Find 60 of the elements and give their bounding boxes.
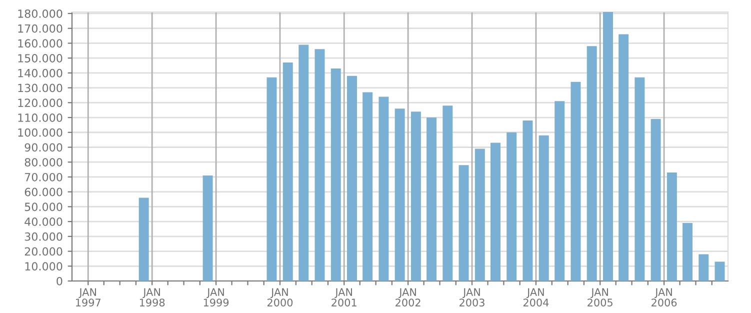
bar	[410, 112, 421, 281]
bar	[650, 119, 661, 281]
y-tick-label: 0	[56, 276, 62, 286]
x-tick-label: JAN 2005	[588, 288, 612, 306]
bar	[458, 165, 469, 281]
y-tick-label: 70.000	[25, 172, 62, 182]
bar	[682, 223, 693, 281]
y-tick-label: 90.000	[24, 143, 62, 152]
bar	[570, 82, 581, 281]
bar	[330, 68, 341, 281]
y-tick-label: 30.000	[24, 232, 62, 241]
bar	[298, 44, 309, 281]
x-tick-label: JAN 2006	[652, 288, 677, 306]
bar	[554, 101, 565, 281]
bar	[586, 46, 597, 281]
y-tick-label: 170.000	[18, 24, 62, 33]
x-tick-label: JAN 1997	[76, 288, 100, 306]
y-tick-label: 100.000	[18, 128, 62, 137]
y-tick-label: 140.000	[18, 68, 62, 78]
bar	[666, 172, 677, 281]
y-tick-label: 180.000	[18, 9, 62, 18]
x-tick-label: JAN 2001	[332, 288, 356, 306]
x-tick-label: JAN 1999	[204, 288, 229, 306]
bar	[634, 77, 645, 281]
bar	[490, 142, 500, 281]
bar	[474, 148, 485, 281]
bar	[266, 77, 277, 281]
y-tick-label: 160.000	[18, 39, 62, 48]
x-tick-label: JAN 2000	[267, 288, 293, 306]
y-tick-label: 150.000	[18, 54, 62, 62]
bar	[442, 106, 453, 281]
x-tick-label: JAN 2004	[523, 288, 549, 306]
bar	[202, 175, 213, 281]
bar	[506, 132, 517, 281]
y-tick-label: 20.000	[24, 247, 62, 256]
y-tick-label: 60.000	[24, 188, 62, 196]
bar	[698, 254, 709, 281]
bar	[138, 198, 149, 281]
y-tick-label: 110.000	[18, 113, 62, 122]
x-tick-label: JAN 1998	[140, 288, 165, 306]
y-tick-label: 10.000	[25, 262, 62, 271]
bar	[714, 262, 725, 281]
bar	[362, 92, 373, 281]
y-tick-label: 40.000	[24, 218, 62, 226]
bar	[314, 49, 325, 281]
x-tick-label: JAN 2002	[396, 288, 420, 306]
bar	[347, 76, 357, 281]
bar	[618, 34, 629, 281]
y-tick-label: 50.000	[24, 202, 62, 212]
bar	[602, 12, 613, 281]
x-tick-label: JAN 2003	[460, 288, 484, 306]
bar	[378, 96, 389, 281]
bar	[394, 108, 405, 281]
bar	[522, 120, 533, 281]
y-tick-label: 80.000	[24, 158, 62, 166]
y-tick-label: 120.000	[18, 98, 62, 108]
y-tick-label: 130.000	[18, 84, 62, 92]
bar	[538, 135, 549, 281]
bar	[426, 118, 437, 281]
bar	[282, 62, 293, 281]
